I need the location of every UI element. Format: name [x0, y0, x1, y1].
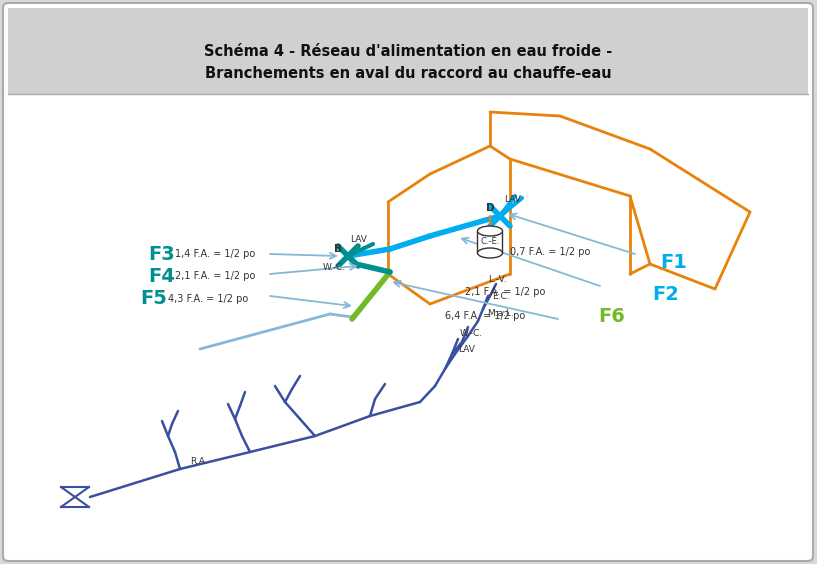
Text: C.-É.: C.-É.	[480, 237, 500, 246]
Text: F3: F3	[148, 245, 175, 263]
Text: É.C.: É.C.	[492, 292, 510, 301]
Text: B: B	[334, 244, 342, 254]
Text: W.-C.: W.-C.	[460, 329, 483, 338]
Text: LAV: LAV	[504, 195, 521, 204]
Bar	[477, 231, 502, 253]
Text: F4: F4	[148, 267, 175, 285]
Text: D: D	[486, 203, 494, 213]
Text: 2,1 F.A. = 1/2 po: 2,1 F.A. = 1/2 po	[465, 287, 546, 297]
Ellipse shape	[477, 248, 502, 258]
Text: W.-C.: W.-C.	[323, 263, 346, 272]
Bar	[8, 8, 808, 94]
Text: Branchements en aval du raccord au chauffe-eau: Branchements en aval du raccord au chauf…	[205, 67, 611, 82]
Text: 6,4 F.A. = 1/2 po: 6,4 F.A. = 1/2 po	[445, 311, 525, 321]
Ellipse shape	[477, 226, 502, 236]
Text: Schéma 4 - Réseau d'alimentation en eau froide -: Schéma 4 - Réseau d'alimentation en eau …	[204, 45, 612, 59]
Text: F1: F1	[660, 253, 687, 271]
Text: R.A.: R.A.	[190, 457, 208, 466]
Text: LAV: LAV	[458, 345, 475, 354]
Text: 1,4 F.A. = 1/2 po: 1,4 F.A. = 1/2 po	[175, 249, 255, 259]
Text: M.a.L.: M.a.L.	[487, 309, 514, 318]
FancyBboxPatch shape	[3, 3, 813, 561]
Text: F6: F6	[598, 306, 625, 325]
Text: F5: F5	[140, 289, 167, 309]
Text: LAV: LAV	[350, 235, 367, 244]
Text: 2,1 F.A. = 1/2 po: 2,1 F.A. = 1/2 po	[175, 271, 256, 281]
Text: 4,3 F.A. = 1/2 po: 4,3 F.A. = 1/2 po	[168, 294, 248, 304]
Text: F2: F2	[652, 284, 679, 303]
Text: L.-V.: L.-V.	[488, 275, 507, 284]
Text: 0,7 F.A. = 1/2 po: 0,7 F.A. = 1/2 po	[510, 247, 591, 257]
